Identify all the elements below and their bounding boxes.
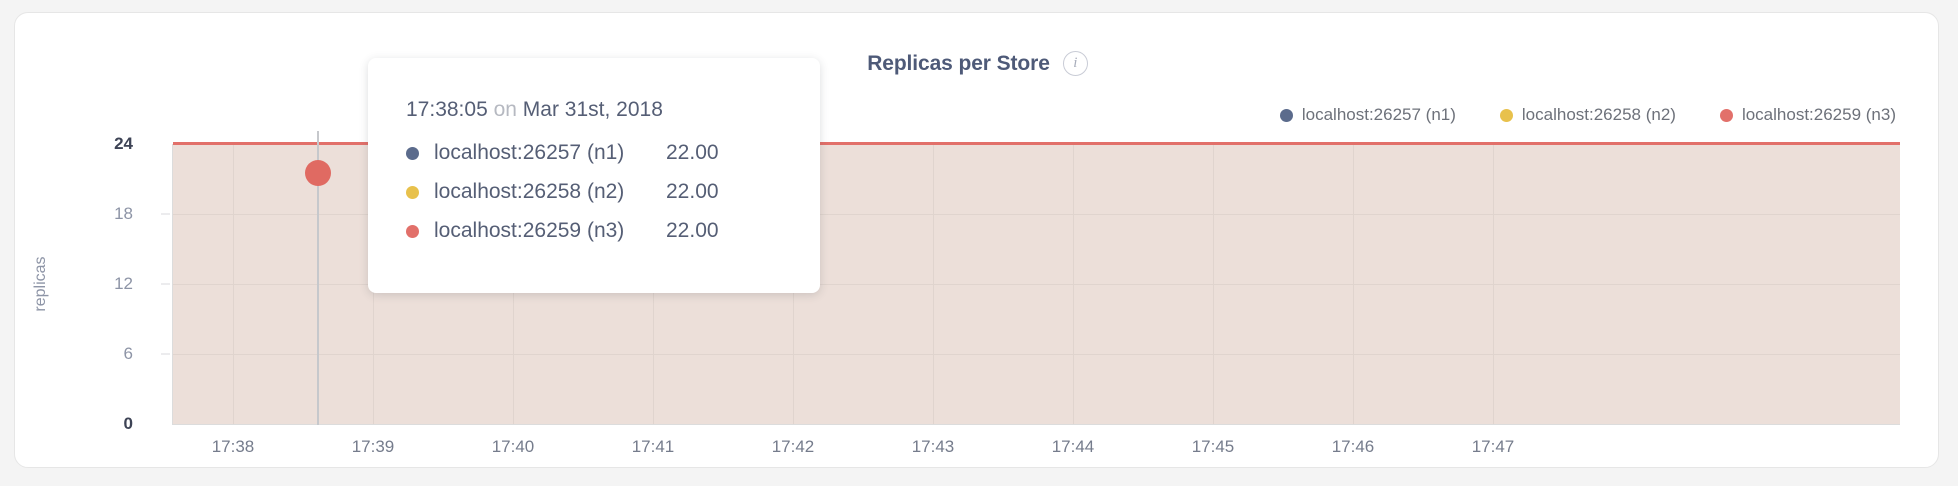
hover-point-marker[interactable]	[305, 160, 331, 186]
x-tick-1743: 17:43	[911, 437, 955, 456]
y-tick-dash-6	[161, 353, 170, 355]
tooltip-date: Mar 31st, 2018	[522, 98, 663, 121]
tooltip-on-word: on	[493, 98, 517, 121]
chart-legend: localhost:26257 (n1) localhost:26258 (n2…	[1279, 105, 1896, 125]
x-tick-1739: 17:39	[351, 437, 395, 456]
y-tick-dash-12	[161, 283, 170, 285]
page-title: Replicas per Store	[867, 51, 1050, 75]
y-tick-18: 18	[114, 204, 133, 223]
y-tick-12: 12	[114, 274, 133, 293]
legend-swatch-n1	[1279, 108, 1293, 122]
tooltip-swatch-n3	[406, 224, 419, 238]
x-tick-1746: 17:46	[1331, 437, 1375, 456]
x-tick-1742: 17:42	[771, 437, 815, 456]
hover-tooltip: 17:38:05 on Mar 31st, 2018 localhost:262…	[368, 58, 820, 293]
gridline-v-1744	[1073, 144, 1074, 424]
x-tick-1745: 17:45	[1191, 437, 1235, 456]
y-tick-0: 0	[123, 414, 133, 433]
y-tick-24: 24	[114, 134, 133, 153]
gridline-h-18	[173, 214, 1900, 215]
y-tick-6: 6	[123, 344, 133, 363]
gridline-v-1738	[233, 144, 234, 424]
gridline-h-12	[173, 284, 1900, 285]
gridline-v-1745	[1213, 144, 1214, 424]
tooltip-value-n3: 22.00	[666, 219, 719, 242]
tooltip-row-n1: localhost:26257 (n1) 22.00	[406, 141, 820, 165]
x-tick-1741: 17:41	[631, 437, 675, 456]
tooltip-row-n2: localhost:26258 (n2) 22.00	[406, 180, 820, 204]
gridline-h-6	[173, 354, 1900, 355]
x-tick-1747: 17:47	[1471, 437, 1515, 456]
legend-item-n1[interactable]: localhost:26257 (n1)	[1279, 105, 1456, 125]
y-tick-dash-18	[161, 213, 170, 215]
x-tick-1738: 17:38	[211, 437, 255, 456]
x-axis-line	[172, 424, 1900, 425]
x-tick-1744: 17:44	[1051, 437, 1095, 456]
tooltip-value-n1: 22.00	[666, 141, 719, 164]
legend-item-n2[interactable]: localhost:26258 (n2)	[1499, 105, 1676, 125]
gridline-v-1746	[1353, 144, 1354, 424]
gridline-v-1747	[1493, 144, 1494, 424]
chart-header: Replicas per Store i	[15, 51, 1940, 76]
legend-swatch-n2	[1499, 108, 1513, 122]
tooltip-swatch-n1	[406, 146, 419, 160]
tooltip-swatch-n2	[406, 185, 419, 199]
hover-crosshair	[317, 131, 319, 425]
tooltip-timestamp: 17:38:05 on Mar 31st, 2018	[406, 98, 820, 122]
tooltip-label-n1: localhost:26257 (n1)	[434, 141, 625, 164]
tooltip-label-n2: localhost:26258 (n2)	[434, 180, 625, 203]
legend-swatch-n3	[1719, 108, 1733, 122]
tooltip-label-n3: localhost:26259 (n3)	[434, 219, 625, 242]
legend-item-n3[interactable]: localhost:26259 (n3)	[1719, 105, 1896, 125]
info-icon[interactable]: i	[1062, 51, 1088, 76]
chart-card: Replicas per Store i localhost:26257 (n1…	[14, 12, 1939, 468]
gridline-v-1743	[933, 144, 934, 424]
y-axis-label: replicas	[32, 256, 49, 312]
tooltip-value-n2: 22.00	[666, 180, 719, 203]
y-axis-line	[172, 144, 173, 425]
legend-label-n2: localhost:26258 (n2)	[1521, 105, 1676, 124]
legend-label-n1: localhost:26257 (n1)	[1301, 105, 1456, 124]
series-line-n3	[173, 142, 1900, 145]
tooltip-row-n3: localhost:26259 (n3) 22.00	[406, 219, 820, 243]
tooltip-time: 17:38:05	[406, 98, 488, 121]
x-tick-1740: 17:40	[491, 437, 535, 456]
legend-label-n3: localhost:26259 (n3)	[1741, 105, 1896, 124]
